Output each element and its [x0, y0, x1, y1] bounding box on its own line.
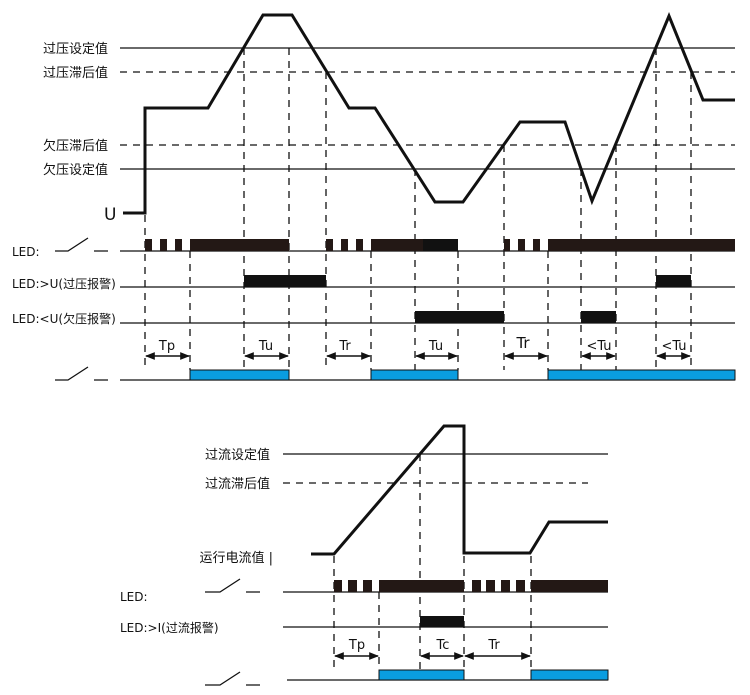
interval-tu: Tu [428, 339, 443, 354]
label-running-current: 运行电流值 | [199, 550, 273, 566]
interval-tr: Tr [487, 638, 500, 653]
label-u: U [104, 205, 116, 225]
label-overcurrent-hysteresis: 过流滞后值 [205, 476, 270, 492]
label-led: LED: [12, 245, 40, 259]
relay-switch-icon [55, 366, 108, 381]
led-overcurrent-signal [420, 616, 464, 627]
interval-tr: Tr [515, 334, 530, 352]
interval-tc: Tc [436, 638, 450, 653]
led-power-signal [145, 239, 735, 251]
label-led-overvoltage: LED:>U(过压报警) [12, 276, 116, 291]
vertical-markers [333, 454, 532, 670]
label-overvoltage-setpoint: 过压设定值 [43, 41, 108, 57]
label-led-overcurrent: LED:>I(过流报警) [120, 620, 219, 635]
voltage-diagram: 过压设定值 过压滞后值 欠压滞后值 欠压设定值 U LED: [12, 12, 736, 381]
current-diagram: 过流设定值 过流滞后值 运行电流值 | LED: LED:>I(过流报警) Tp… [120, 424, 609, 686]
interval-tu: Tu [258, 339, 273, 354]
label-led-undervoltage: LED:<U(欠压报警) [12, 311, 116, 326]
label-overvoltage-hysteresis: 过压滞后值 [43, 65, 108, 81]
interval-arrows: Tp Tu Tr Tu Tr <Tu <Tu [145, 334, 691, 360]
interval-lt-tu: <Tu [586, 339, 611, 354]
led-undervoltage-signal [415, 311, 616, 323]
interval-tp: Tp [158, 339, 175, 354]
vertical-markers [144, 48, 692, 370]
interval-arrows: Tp Tc Tr [334, 638, 531, 660]
interval-tr: Tr [338, 339, 351, 354]
relay-output-signal [189, 369, 736, 381]
label-undervoltage-hysteresis: 欠压滞后值 [43, 138, 108, 154]
interval-lt-tu: <Tu [661, 339, 686, 354]
switch-icon [55, 237, 108, 252]
label-overcurrent-setpoint: 过流设定值 [205, 447, 270, 463]
relay-switch-icon [205, 671, 260, 686]
led-power-signal [334, 580, 608, 592]
voltage-waveform [123, 12, 735, 215]
led-overvoltage-signal [244, 275, 691, 287]
relay-output-signal [378, 669, 609, 681]
current-waveform [311, 424, 608, 556]
label-led: LED: [120, 590, 148, 604]
label-undervoltage-setpoint: 欠压设定值 [43, 162, 108, 178]
interval-tp: Tp [348, 638, 365, 653]
switch-icon [205, 578, 260, 593]
